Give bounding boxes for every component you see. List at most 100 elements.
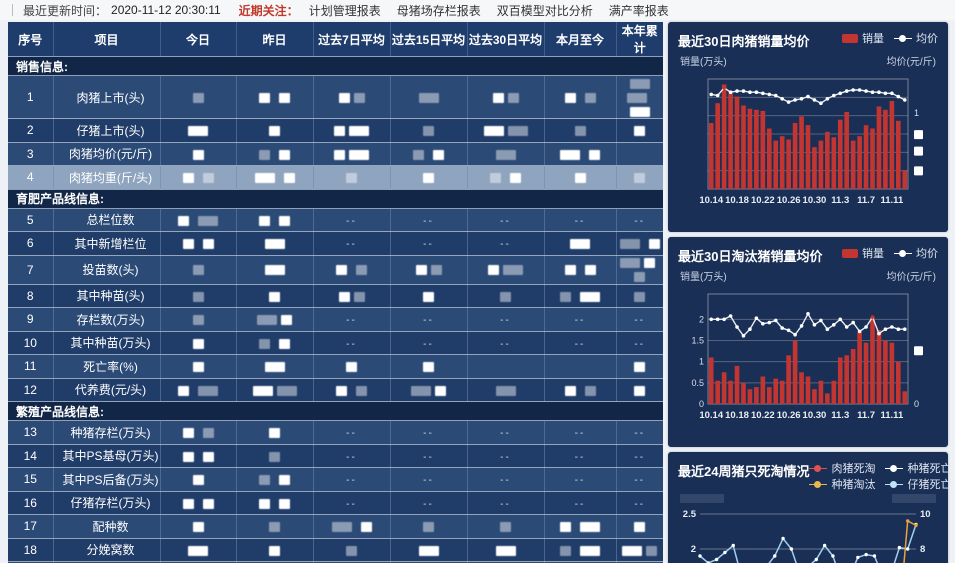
legend-item-仔猪死亡[interactable]: 仔猪死亡 [885,477,951,491]
bar [837,357,843,404]
redacted-dash: -- [500,451,511,463]
line-marker [872,554,877,558]
line-marker [814,557,819,562]
redacted-value-block [564,92,576,103]
table-row-7[interactable]: 7 投苗数(头) [8,255,663,285]
legend-item-均价[interactable]: 均价 [894,31,938,45]
legend-label: 均价 [916,248,938,260]
data-cell [236,491,314,515]
chart-panel-pig-sales-30d: 最近30日肉猪销量均价 销量 均价 销量(万头) 均价(元/斤) 1 10.14 10.18 1… [668,22,948,232]
table-row-1[interactable]: 1 肉猪上市(头) [8,75,663,119]
line-marker [780,326,784,330]
data-cell [160,331,237,355]
recent-focus-label: 近期关注： [238,3,299,18]
topbar-link-2[interactable]: 母猪场存栏报表 [396,3,481,18]
redacted-value-block [356,385,367,396]
redacted-value-block [619,239,640,250]
bar [715,103,720,189]
table-row-4[interactable]: 4 肉猪均重(斤/头) [8,165,663,190]
table-row-19[interactable]: 19窝均活仔(头/窝) [8,561,663,563]
redacted-value-block [252,385,273,396]
data-cell: -- [544,491,617,515]
legend-item-均价[interactable]: 均价 [894,246,938,260]
redacted-dash: -- [346,239,357,251]
topbar-link-1[interactable]: 计划管理报表 [308,3,381,18]
redacted-value-block [622,545,643,556]
data-cell: -- [390,444,468,468]
data-cell: -- [313,491,391,515]
table-row-13[interactable]: 13 种猪存栏(万头) -- -- -- -- -- [8,420,663,445]
legend-item-销量[interactable]: 销量 [842,246,884,260]
line-marker [789,547,794,551]
table-row-9[interactable]: 9 存栏数(万头) -- -- -- -- -- [8,307,663,332]
redacted-value-block [202,451,214,462]
redacted-value-block [570,239,590,250]
redacted-value-block [415,265,427,276]
bar [708,123,714,189]
bar [857,332,862,404]
table-row-17[interactable]: 17 配种数 [8,514,663,539]
legend-item-肉猪死淘[interactable]: 肉猪死淘 [809,461,875,475]
data-cell [313,354,391,379]
redacted-value-block [648,239,660,250]
line-marker [731,543,735,548]
data-cell: -- [467,307,545,332]
table-row-6[interactable]: 6 其中新增栏位 -- -- -- [8,231,663,256]
redacted-value-block [336,385,347,396]
redacted-dash: -- [500,498,511,510]
data-cell [616,255,663,285]
data-cell: -- [616,491,663,515]
row-item-label: 分娩窝数 [53,538,161,562]
column-header-7: 过去30日平均 [467,22,545,57]
row-item-label: 其中PS后备(万头) [53,467,161,492]
table-row-12[interactable]: 12 代养费(元/头) [8,378,663,402]
table-row-18[interactable]: 18 分娩窝数 [8,538,663,562]
chart-canvas-death-24w: 2.510281.56 [683,509,931,563]
table-row-5[interactable]: 5 总栏位数 -- -- -- -- -- [8,208,663,232]
table-row-15[interactable]: 15 其中PS后备(万头) -- -- -- -- -- [8,467,663,492]
table-row-2[interactable]: 2 仔猪上市(头) [8,118,663,143]
bar [863,125,869,189]
data-cell [616,231,663,256]
row-item-label: 其中种苗(头) [53,284,161,308]
legend-item-种猪死亡[interactable]: 种猪死亡 [885,461,951,475]
line-marker [838,91,843,96]
chart-legend: 销量 均价 [842,246,938,260]
bar [805,376,811,404]
table-row-14[interactable]: 14 其中PS基母(万头) -- -- -- -- -- [8,444,663,468]
data-cell [467,75,545,119]
y-left-axis-label: 销量(万头) [680,272,727,283]
data-cell: -- [313,208,391,232]
line-marker [780,97,784,101]
redacted-value-block [634,362,646,373]
redacted-value-block [580,545,600,556]
table-row-8[interactable]: 8 其中种苗(头) [8,284,663,308]
redacted-value-block [269,545,280,556]
topbar-link-3[interactable]: 双百模型对比分析 [496,3,593,18]
line-marker [709,92,714,97]
redacted-value-block [202,498,214,509]
data-cell [236,75,314,119]
redacted-value-block [346,545,357,556]
table-row-10[interactable]: 10 其中种苗(万头) -- -- -- -- -- [8,331,663,355]
redacted-value-block [560,149,580,160]
legend-item-种猪淘汰[interactable]: 种猪淘汰 [809,477,875,491]
legend-item-销量[interactable]: 销量 [842,31,884,45]
data-cell [236,307,314,332]
data-cell: -- [544,420,617,445]
redacted-dash: -- [634,315,646,327]
table-row-16[interactable]: 16 仔猪存栏(万头) -- -- -- -- -- [8,491,663,515]
y-left-axis-label: 销量(万头) [680,57,727,68]
redacted-value-block [435,385,446,396]
redacted-value-block [192,92,204,103]
bar [896,120,901,189]
redacted-value-block [490,173,501,184]
topbar-link-4[interactable]: 满产率报表 [608,3,669,18]
bar [844,355,850,404]
table-row-3[interactable]: 3 肉猪均价(元/斤) [8,142,663,166]
data-cell [160,420,237,445]
data-cell [544,255,617,285]
table-row-11[interactable]: 11 死亡率(%) [8,354,663,379]
data-cell [467,538,545,562]
redacted-dash: -- [346,215,357,227]
